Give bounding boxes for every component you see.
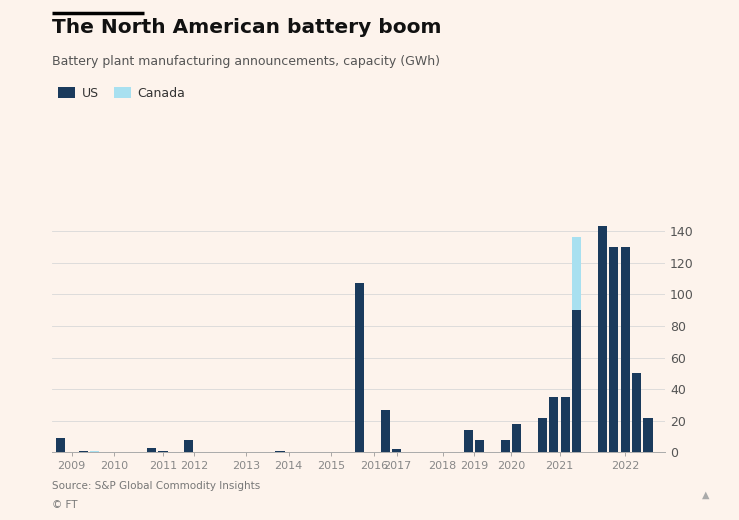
Bar	[170, 451, 179, 452]
Bar	[501, 440, 510, 452]
Text: The North American battery boom: The North American battery boom	[52, 18, 441, 37]
Text: © FT: © FT	[52, 500, 78, 510]
Bar	[598, 226, 607, 452]
Bar	[538, 418, 547, 452]
Bar	[158, 451, 168, 452]
Bar	[572, 310, 582, 452]
Bar	[632, 373, 641, 452]
Bar	[78, 451, 88, 452]
Bar	[90, 451, 99, 452]
Bar	[561, 397, 570, 452]
Bar	[392, 449, 401, 452]
Bar	[512, 424, 521, 452]
Bar	[463, 430, 473, 452]
Bar	[549, 397, 559, 452]
Bar	[609, 247, 619, 452]
Bar	[644, 418, 653, 452]
Bar	[438, 451, 447, 452]
Bar	[121, 451, 131, 452]
Bar	[147, 448, 156, 452]
Text: Source: S&P Global Commodity Insights: Source: S&P Global Commodity Insights	[52, 481, 260, 491]
Bar	[276, 451, 285, 452]
Bar	[475, 440, 484, 452]
Text: Battery plant manufacturing announcements, capacity (GWh): Battery plant manufacturing announcement…	[52, 55, 440, 68]
Bar	[67, 451, 76, 452]
Bar	[381, 410, 390, 452]
Legend: US, Canada: US, Canada	[58, 87, 185, 100]
Bar	[355, 283, 364, 452]
Bar	[55, 438, 65, 452]
Bar	[196, 451, 205, 452]
Text: ▲: ▲	[702, 490, 709, 500]
Bar	[621, 247, 630, 452]
Bar	[184, 440, 193, 452]
Bar	[572, 237, 582, 310]
Bar	[110, 451, 119, 452]
